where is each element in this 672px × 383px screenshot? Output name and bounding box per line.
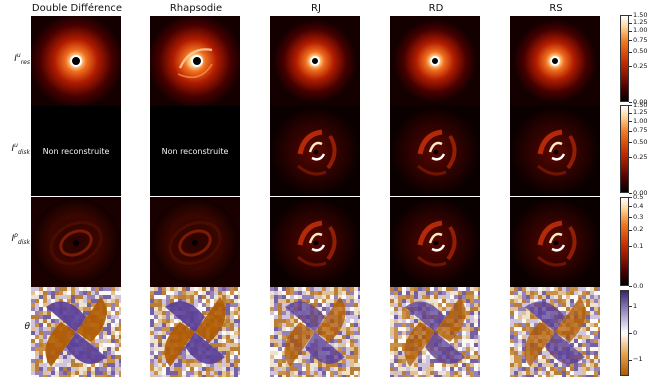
panel-i-res-rhapsodie bbox=[150, 16, 240, 106]
colorbar-tick-label: 0.00 bbox=[633, 188, 648, 197]
column-title-rhapsodie: Rhapsodie bbox=[169, 3, 223, 14]
colorbar-i-disk-polarized bbox=[620, 197, 629, 286]
colorbar-tick-mark bbox=[629, 15, 632, 16]
panel-i-disk-unpolarized-rs bbox=[510, 106, 600, 196]
panel-i-res-rd bbox=[390, 16, 480, 106]
colorbar-theta bbox=[620, 290, 629, 376]
colorbar-tick-mark bbox=[629, 193, 632, 194]
panel-i-disk-unpolarized-rj bbox=[270, 106, 360, 196]
colorbar-tick-label: 1.50 bbox=[633, 100, 648, 109]
colorbar-tick-label: 0.25 bbox=[633, 152, 648, 161]
colorbar-tick-mark bbox=[629, 51, 632, 53]
column-title-double-difference: Double Différence bbox=[31, 3, 123, 14]
not-reconstructed-label: Non reconstruite bbox=[42, 146, 110, 156]
panel-i-disk-polarized-rj bbox=[270, 197, 360, 287]
colorbar-tick-mark bbox=[629, 102, 632, 103]
colorbar-tick-mark bbox=[629, 121, 632, 123]
colorbar-tick-label: 0.25 bbox=[633, 61, 648, 70]
colorbar-tick-mark bbox=[629, 66, 632, 68]
panel-i-disk-unpolarized-rd bbox=[390, 106, 480, 196]
colorbar-tick-mark bbox=[629, 105, 632, 106]
colorbar-tick-label: 0.2 bbox=[633, 225, 644, 234]
colorbar-tick-mark bbox=[629, 306, 632, 308]
colorbar-tick-mark bbox=[629, 22, 632, 24]
colorbar-tick-label: 1.00 bbox=[633, 116, 648, 125]
colorbar-tick-label: 0.75 bbox=[633, 35, 648, 44]
panel-i-res-double-difference bbox=[31, 16, 121, 106]
colorbar-tick-mark bbox=[629, 217, 632, 219]
colorbar-tick-label: 0.0 bbox=[633, 281, 644, 290]
panel-i-disk-polarized-rhapsodie bbox=[150, 197, 240, 287]
colorbar-tick-label: 1.25 bbox=[633, 108, 648, 117]
colorbar-tick-mark bbox=[629, 333, 632, 334]
colorbar-tick-label: 1.50 bbox=[633, 10, 648, 19]
colorbar-tick-label: 0.75 bbox=[633, 126, 648, 135]
row-label-i-disk-polarized: Ipdisk bbox=[11, 232, 30, 246]
colorbar-tick-mark bbox=[629, 206, 632, 208]
panel-theta-rj bbox=[270, 287, 360, 377]
colorbar-tick-mark bbox=[629, 229, 632, 231]
colorbar-tick-mark bbox=[629, 30, 632, 32]
colorbar-tick-mark bbox=[629, 197, 632, 198]
colorbar-tick-label: 0 bbox=[633, 328, 638, 337]
colorbar-tick-mark bbox=[629, 40, 632, 42]
row-label-i-disk-unpolarized: Iudisk bbox=[11, 142, 30, 156]
row-label-i-res: Iures bbox=[14, 52, 30, 66]
colorbar-tick-label: 0.50 bbox=[633, 137, 648, 146]
colorbar-tick-mark bbox=[629, 130, 632, 132]
panel-i-res-rs bbox=[510, 16, 600, 106]
column-title-rs: RS bbox=[549, 3, 563, 14]
colorbar-tick-label: 0.5 bbox=[633, 192, 644, 201]
panel-i-res-rj bbox=[270, 16, 360, 106]
panel-theta-rhapsodie bbox=[150, 287, 240, 377]
panel-i-disk-polarized-rd bbox=[390, 197, 480, 287]
colorbar-tick-label: 1 bbox=[633, 301, 638, 310]
colorbar-tick-mark bbox=[629, 246, 632, 248]
colorbar-tick-label: 0.00 bbox=[633, 97, 648, 106]
panel-i-disk-polarized-double-difference bbox=[31, 197, 121, 287]
column-title-rj: RJ bbox=[311, 3, 321, 14]
panel-i-disk-polarized-rs bbox=[510, 197, 600, 287]
colorbar-tick-label: 0.4 bbox=[633, 201, 644, 210]
colorbar-tick-mark bbox=[629, 286, 632, 287]
colorbar-i-disk-unpolarized bbox=[620, 105, 629, 193]
colorbar-tick-mark bbox=[629, 359, 632, 361]
colorbar-tick-label: 1.25 bbox=[633, 18, 648, 27]
colorbar-tick-mark bbox=[629, 142, 632, 144]
panel-i-disk-unpolarized-double-difference: Non reconstruite bbox=[31, 106, 121, 196]
panel-theta-double-difference bbox=[31, 287, 121, 377]
row-label-theta: θ bbox=[24, 322, 30, 332]
colorbar-tick-label: 0.50 bbox=[633, 47, 648, 56]
column-title-rd: RD bbox=[428, 3, 444, 14]
panel-theta-rd bbox=[390, 287, 480, 377]
colorbar-tick-label: −1 bbox=[633, 355, 643, 364]
panel-theta-rs bbox=[510, 287, 600, 377]
colorbar-tick-mark bbox=[629, 112, 632, 114]
colorbar-tick-label: 0.3 bbox=[633, 212, 644, 221]
colorbar-tick-label: 0.1 bbox=[633, 241, 644, 250]
not-reconstructed-label: Non reconstruite bbox=[161, 146, 229, 156]
colorbar-i-res bbox=[620, 15, 629, 102]
colorbar-tick-label: 1.00 bbox=[633, 26, 648, 35]
colorbar-tick-mark bbox=[629, 157, 632, 159]
panel-i-disk-unpolarized-rhapsodie: Non reconstruite bbox=[150, 106, 240, 196]
